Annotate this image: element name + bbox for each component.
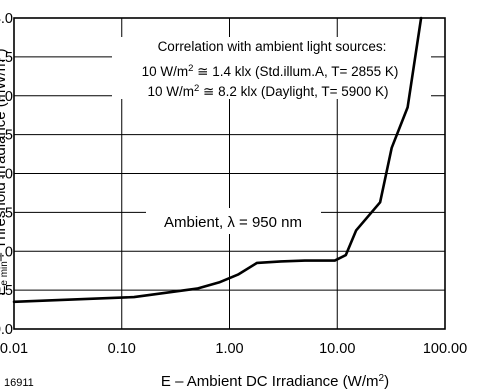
y-tick-label-2: 1.0 (0, 244, 13, 260)
y-tick-label-5: 2.5 (0, 128, 13, 144)
plot-frame (13, 17, 446, 330)
ambient-wavelength-label: Ambient, λ = 950 nm (164, 214, 302, 231)
x-tick-label-0: 0.01 (0, 341, 28, 357)
threshold-curve-0 (12, 16, 423, 304)
x-tick-label-3: 10.00 (319, 341, 355, 357)
y-axis-title: Ee min– Threshold Irradiance (mW/m2) (0, 48, 10, 295)
y-tick-label-3: 1.5 (0, 205, 13, 221)
y-tick-label-8: 4.0 (0, 11, 13, 27)
y-tick-label-4: 2.0 (0, 167, 13, 183)
x-tick-labels: 0.01 0.10 1.00 10.00 100.00 (0, 341, 467, 357)
correlation-line-2: 10 W/m2 ≅ 8.2 klx (Daylight, T= 5900 K) (147, 83, 388, 100)
y-tick-label-6: 3.0 (0, 89, 13, 105)
x-tick-label-4: 100.00 (423, 341, 467, 357)
y-tick-label-0: 0.0 (0, 322, 13, 338)
figure-id: 16911 (4, 377, 34, 389)
y-tick-labels: 0.0 0.5 1.0 1.5 2.0 2.5 3.0 3.5 4.0 (0, 11, 13, 338)
correlation-title: Correlation with ambient light sources: (158, 39, 387, 54)
x-tick-label-1: 0.10 (108, 341, 136, 357)
correlation-line-1: 10 W/m2 ≅ 1.4 klx (Std.illum.A, T= 2855 … (142, 63, 399, 80)
x-tick-label-2: 1.00 (215, 341, 243, 357)
correlation-box-background (112, 37, 431, 99)
y-tick-label-1: 0.5 (0, 283, 13, 299)
curve-layer (12, 16, 423, 304)
x-axis-title: E – Ambient DC Irradiance (W/m2) (161, 373, 389, 391)
ambient-label-background (146, 208, 321, 234)
y-tick-label-7: 3.5 (0, 50, 13, 66)
